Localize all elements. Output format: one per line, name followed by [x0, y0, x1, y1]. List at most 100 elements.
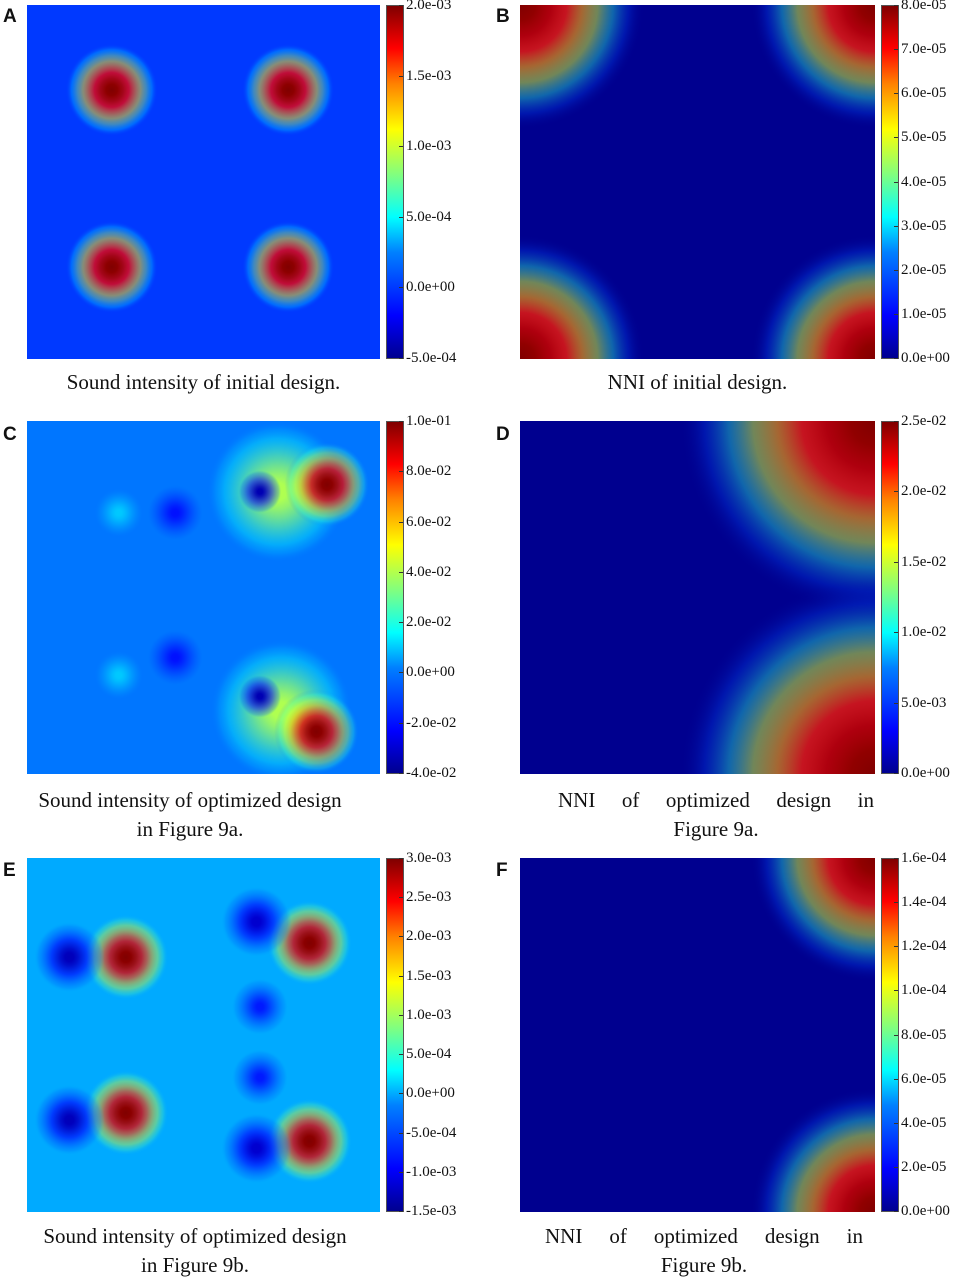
colorbar-tick-mark — [399, 1014, 403, 1016]
colorbar-d — [881, 421, 899, 774]
panel-letter: A — [3, 6, 17, 27]
heatmap-c — [27, 421, 380, 774]
colorbar-tick-mark — [894, 702, 898, 704]
colorbar-tick-mark — [399, 622, 403, 624]
colorbar-tick-mark — [399, 975, 403, 977]
colorbar-tick-label: 1.2e-04 — [901, 938, 947, 955]
heatmap-feature — [65, 220, 158, 313]
heatmap-feature — [750, 5, 875, 130]
caption-e: Sound intensity of optimized design in F… — [15, 1222, 375, 1280]
colorbar-tick-mark — [399, 1132, 403, 1134]
heatmap-feature — [94, 650, 144, 700]
heatmap-f — [520, 858, 875, 1212]
colorbar-tick-label: 8.0e-05 — [901, 1026, 947, 1043]
colorbar-tick-label: 5.0e-05 — [901, 129, 947, 146]
colorbar-tick-mark — [894, 990, 898, 992]
colorbar-tick-mark — [399, 75, 403, 77]
heatmap-feature — [221, 886, 292, 958]
colorbar-tick-mark — [894, 1078, 898, 1080]
caption-line: in Figure 9a. — [136, 817, 244, 841]
colorbar-tick-mark — [894, 137, 898, 139]
colorbar-tick-mark — [399, 1171, 403, 1173]
heatmap-b — [520, 5, 875, 359]
panel-letter: B — [496, 6, 510, 27]
colorbar-tick-label: 0.0e+00 — [901, 1203, 950, 1219]
colorbar-tick-label: 6.0e-05 — [901, 1070, 947, 1087]
heatmap-feature — [221, 1112, 292, 1184]
colorbar-tick-mark — [894, 491, 898, 493]
colorbar-tick-mark — [894, 858, 898, 859]
caption-line: NNI of optimized design in — [545, 1224, 863, 1248]
caption-line: Figure 9b. — [660, 1253, 748, 1277]
heatmap-feature — [33, 1084, 105, 1156]
colorbar-tick-mark — [894, 421, 898, 422]
colorbar-tick-label: 5.0e-03 — [901, 694, 947, 711]
panel-letter: E — [3, 860, 16, 881]
colorbar-tick-mark — [894, 5, 898, 6]
colorbar-tick-label: 1.0e-03 — [406, 1006, 452, 1023]
colorbar-tick-mark — [894, 1211, 898, 1212]
heatmap-feature — [750, 858, 875, 983]
colorbar-tick-label: 8.0e-02 — [406, 463, 452, 480]
colorbar-tick-mark — [894, 181, 898, 183]
colorbar-tick-mark — [399, 216, 403, 218]
panel-letter: C — [3, 424, 17, 445]
colorbar-tick-label: 0.0e+00 — [406, 664, 455, 681]
caption-b: NNI of initial design. — [607, 370, 788, 394]
colorbar-tick-label: -5.0e-04 — [406, 350, 457, 366]
colorbar-tick-label: 2.0e-02 — [901, 483, 947, 500]
caption-c: Sound intensity of optimized design in F… — [10, 786, 370, 844]
colorbar-tick-mark — [894, 902, 898, 904]
heatmap-feature — [750, 1087, 875, 1212]
heatmap-feature — [231, 978, 289, 1035]
colorbar-tick-mark — [894, 1166, 898, 1168]
colorbar-tick-label: 6.0e-02 — [406, 513, 452, 530]
colorbar-tick-label: 2.0e-02 — [406, 614, 452, 631]
colorbar-tick-mark — [399, 521, 403, 523]
colorbar-tick-label: 8.0e-05 — [901, 0, 947, 13]
heatmap-e — [27, 858, 380, 1212]
heatmap-feature — [65, 43, 158, 136]
panel-letter: D — [496, 424, 510, 445]
colorbar-tick-mark — [399, 571, 403, 573]
caption-line: in Figure 9b. — [141, 1253, 249, 1277]
colorbar-tick-label: 1.6e-04 — [901, 850, 947, 866]
colorbar-tick-label: 1.0e-02 — [901, 624, 947, 641]
colorbar-tick-label: 2.5e-02 — [901, 413, 947, 429]
colorbar-e — [386, 858, 404, 1212]
colorbar-tick-mark — [894, 632, 898, 634]
colorbar-tick-label: 0.0e+00 — [406, 1085, 455, 1102]
colorbar-tick-mark — [894, 946, 898, 948]
colorbar-tick-mark — [399, 672, 403, 674]
colorbar-tick-mark — [399, 1093, 403, 1095]
colorbar-tick-mark — [399, 858, 403, 859]
heatmap-feature — [284, 442, 370, 527]
colorbar-tick-mark — [894, 561, 898, 563]
colorbar-tick-label: 1.5e-02 — [901, 553, 947, 570]
caption-line: Sound intensity of optimized design — [38, 788, 342, 812]
colorbar-tick-label: 5.0e-04 — [406, 208, 452, 225]
colorbar-tick-mark — [894, 358, 898, 359]
heatmap-feature — [750, 234, 875, 359]
colorbar-tick-mark — [399, 1054, 403, 1056]
colorbar-tick-label: 3.0e-05 — [901, 217, 947, 234]
heatmap-d — [520, 421, 875, 774]
colorbar-tick-mark — [399, 773, 403, 774]
colorbar-tick-mark — [399, 936, 403, 938]
colorbar-tick-label: 0.0e+00 — [901, 350, 950, 366]
colorbar-tick-mark — [894, 1122, 898, 1124]
colorbar-tick-label: 1.0e-04 — [901, 982, 947, 999]
colorbar-tick-mark — [894, 93, 898, 95]
colorbar-tick-label: 3.0e-03 — [406, 850, 452, 866]
heatmap-feature — [238, 675, 282, 718]
heatmap-feature — [83, 1070, 169, 1156]
colorbar-tick-mark — [399, 146, 403, 148]
heatmap-feature — [242, 43, 335, 136]
colorbar-tick-label: -2.0e-02 — [406, 714, 457, 731]
colorbar-tick-mark — [894, 269, 898, 271]
colorbar-tick-mark — [894, 49, 898, 51]
heatmap-feature — [679, 421, 875, 617]
caption-a: Sound intensity of initial design. — [66, 370, 341, 394]
heatmap-feature — [33, 921, 105, 993]
colorbar-tick-label: 1.5e-03 — [406, 67, 452, 84]
